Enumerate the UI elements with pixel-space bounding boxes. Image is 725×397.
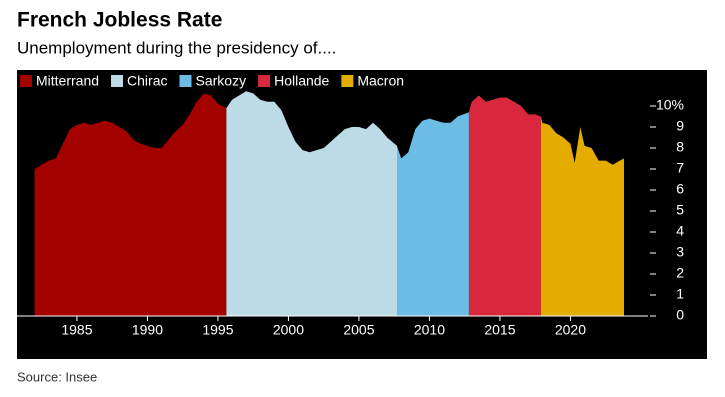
x-tick-label: 2000	[273, 322, 304, 338]
x-tick-label: 2015	[484, 322, 515, 338]
area	[226, 91, 398, 316]
y-tick-label: 7	[676, 160, 684, 176]
y-tick-label: 5	[676, 202, 684, 218]
x-tick-label: 2005	[343, 322, 374, 338]
chart-title: French Jobless Rate	[17, 9, 222, 32]
legend-swatch	[20, 75, 32, 87]
x-tick-label: 2010	[414, 322, 445, 338]
legend-swatch	[341, 75, 354, 87]
area	[34, 93, 227, 317]
x-tick-label: 1990	[132, 322, 163, 338]
legend-label: Sarkozy	[196, 73, 247, 89]
legend-label: Chirac	[127, 73, 167, 89]
y-tick-label: 2	[676, 265, 684, 281]
chart-subtitle: Unemployment during the presidency of...…	[17, 38, 336, 57]
source: Source: Insee	[17, 369, 97, 384]
legend-swatch	[179, 75, 192, 87]
y-tick-label: 3	[676, 244, 684, 260]
y-tick-label: 9	[676, 118, 684, 134]
y-tick-label: 10%	[656, 97, 684, 113]
legend-label: Mitterrand	[36, 73, 99, 89]
legend-label: Hollande	[274, 73, 329, 89]
y-tick-label: 6	[676, 181, 684, 197]
x-tick-label: 1995	[202, 322, 233, 338]
legend-label: Macron	[357, 73, 404, 89]
y-tick-label: 1	[676, 286, 684, 302]
x-tick-label: 1985	[61, 322, 92, 338]
x-tick-label: 2020	[555, 322, 586, 338]
legend-swatch	[258, 75, 271, 87]
legend-swatch	[111, 75, 124, 87]
area	[468, 95, 541, 316]
area	[397, 112, 469, 316]
y-tick-label: 8	[676, 139, 684, 155]
y-tick-label: 0	[676, 307, 684, 323]
y-tick-label: 4	[676, 223, 684, 239]
area	[540, 116, 625, 316]
